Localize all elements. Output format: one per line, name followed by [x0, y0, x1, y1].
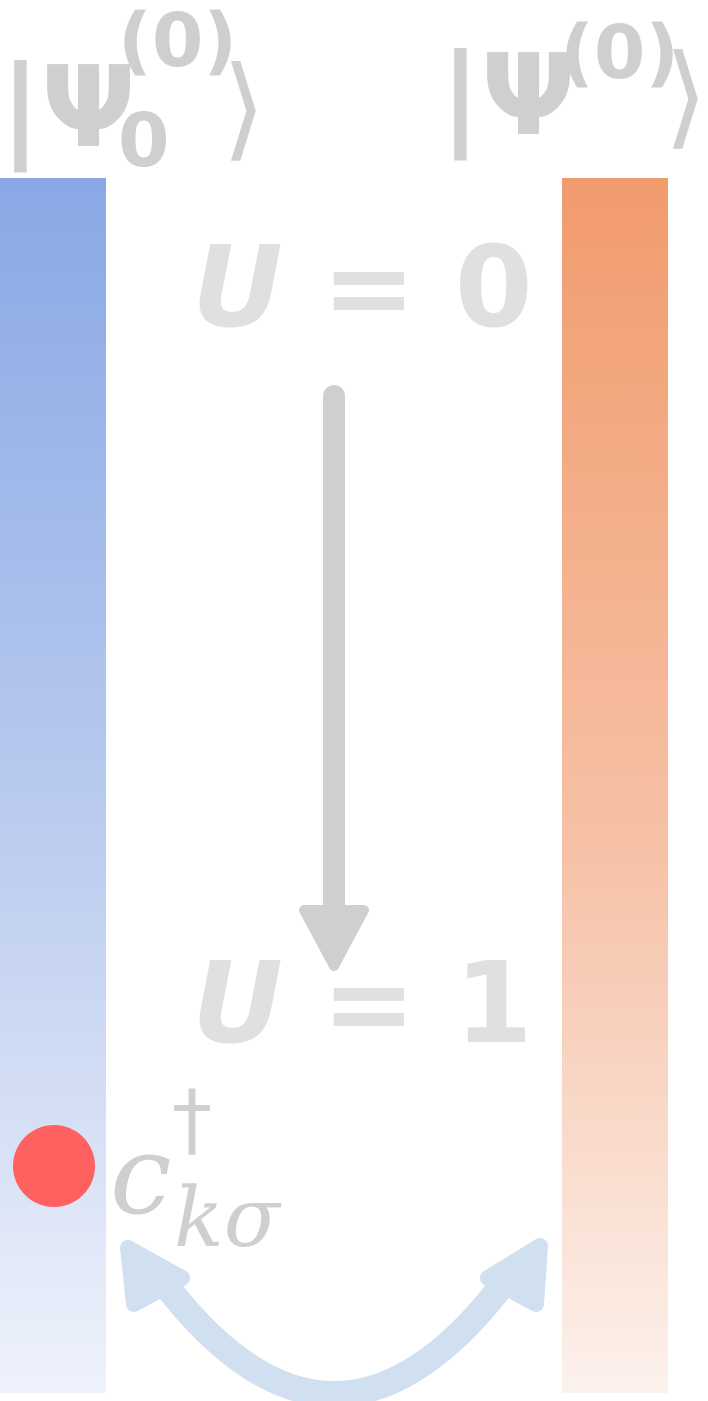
- creation-operator-subscript: kσ: [174, 1171, 280, 1266]
- right-state-ket-close: ⟩: [664, 31, 708, 161]
- double-arrow-curve-icon: [120, 1238, 548, 1401]
- left-state-superscript: (0): [118, 0, 238, 84]
- creation-operator-base: c: [110, 1111, 172, 1239]
- left-state-ket-close: ⟩: [222, 43, 266, 173]
- creation-operator-dagger: †: [172, 1073, 212, 1166]
- left-state-symbol: |Ψ: [0, 43, 137, 173]
- u-start-label: U = 0: [192, 232, 533, 344]
- u-start-value: 0: [454, 223, 533, 353]
- right-state-symbol: |Ψ: [440, 31, 577, 161]
- u-end-variable: U: [192, 939, 283, 1069]
- right-state-bar: [562, 178, 668, 1393]
- left-state-subscript: 0: [118, 98, 170, 184]
- u-start-variable: U: [192, 223, 283, 353]
- particle-dot-icon: [13, 1125, 95, 1207]
- u-start-relation: =: [282, 223, 455, 353]
- right-state-superscript: (0): [560, 10, 680, 96]
- u-end-value: 1: [454, 939, 533, 1069]
- arrow-down-icon: [299, 385, 369, 971]
